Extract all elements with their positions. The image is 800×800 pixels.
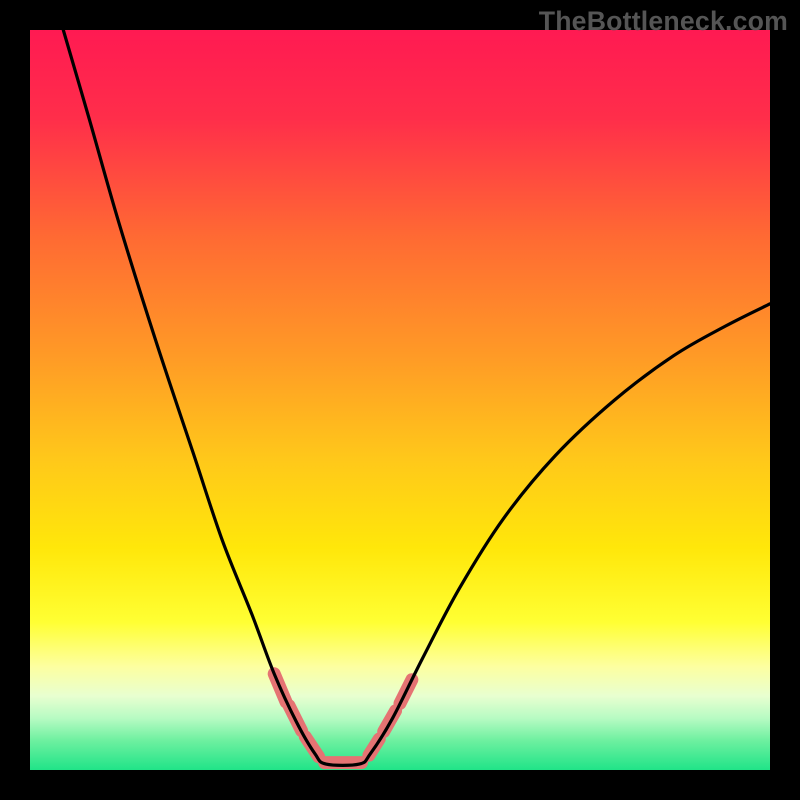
border-left xyxy=(0,0,30,800)
bottleneck-chart xyxy=(0,0,800,800)
border-right xyxy=(770,0,800,800)
border-bottom xyxy=(0,770,800,800)
plot-background xyxy=(30,30,770,770)
watermark-text: TheBottleneck.com xyxy=(539,6,788,37)
chart-container: TheBottleneck.com xyxy=(0,0,800,800)
